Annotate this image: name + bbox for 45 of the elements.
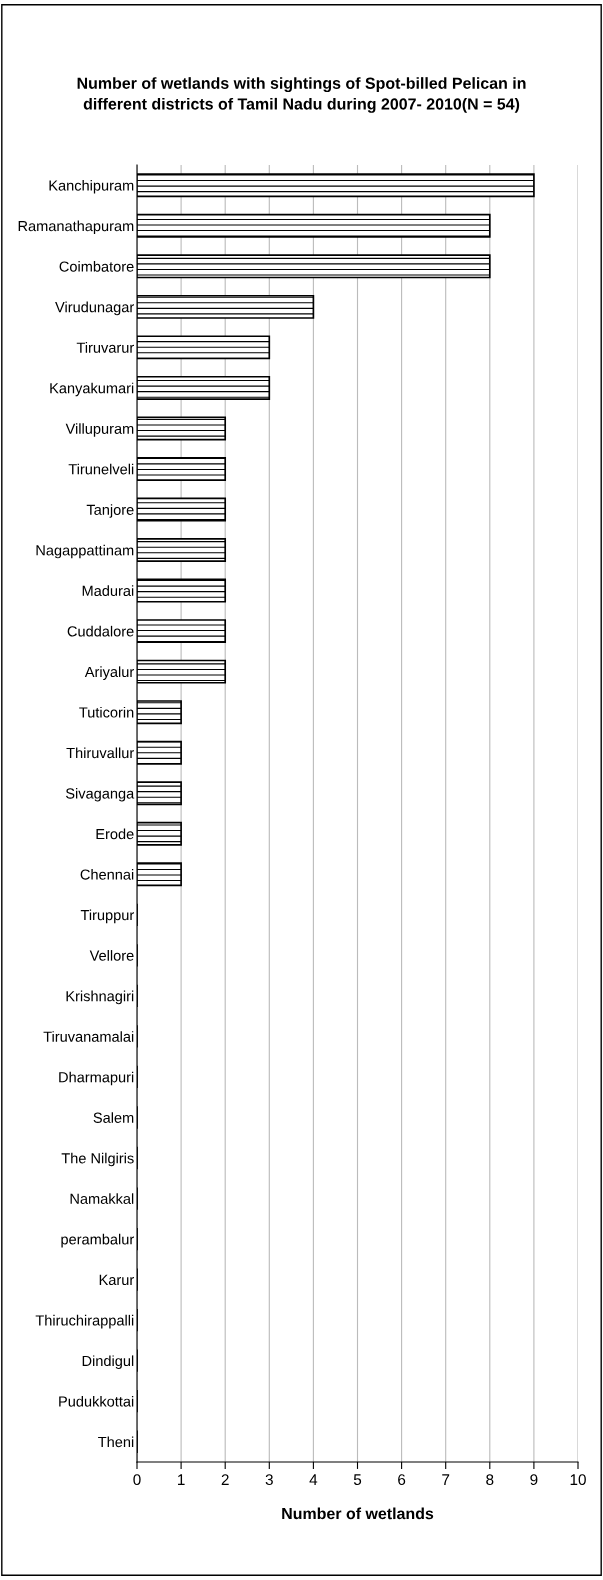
y-tick-label: Ariyalur (84, 666, 134, 680)
chart-title: Number of wetlands with sightings of Spot-billed Pelican in different districts of Tamil Nadu during 2007- 2010(N = 54) (77, 77, 526, 113)
y-tick-label: Namakkal (70, 1193, 134, 1204)
y-tick-label: Thiruvallur (66, 747, 134, 759)
y-tick-label: Kanyakumari (50, 382, 134, 397)
y-tick-label: Karur (99, 1274, 134, 1286)
y-tick-label: Theni (98, 1436, 134, 1448)
x-tick-label: 2 (221, 1474, 229, 1485)
x-tick-label: 7 (442, 1474, 450, 1485)
y-tick-label: Coimbatore (59, 261, 134, 272)
x-tick-label: 0 (133, 1474, 141, 1486)
y-tick-label: Krishnagiri (66, 990, 134, 1005)
y-tick-label: Salem (93, 1112, 134, 1123)
x-axis-title: Number of wetlands (282, 1507, 434, 1520)
y-tick-label: The Nilgiris (61, 1152, 134, 1167)
y-tick-label: Villupuram (65, 423, 134, 437)
y-tick-label: Tiruvanamalai (43, 1031, 134, 1042)
y-tick-label: Nagappattinam (36, 544, 134, 559)
x-tick-label: 8 (486, 1474, 494, 1486)
y-tick-label: Erode (96, 828, 134, 840)
y-tick-label: Virudunagar (55, 301, 134, 316)
y-tick-label: Tiruvarur (76, 342, 134, 353)
y-tick-label: Madurai (82, 585, 134, 597)
x-tick-label: 4 (309, 1474, 318, 1485)
x-tick-label: 3 (265, 1474, 273, 1486)
x-tick-label: 6 (398, 1474, 406, 1486)
y-tick-label: Tuticorin (79, 706, 134, 718)
y-tick-label: Tirunelveli (68, 463, 134, 475)
x-tick-label: 10 (570, 1474, 586, 1486)
x-tick-label: 1 (178, 1474, 185, 1485)
y-tick-label: Ramanathapuram (18, 220, 134, 235)
y-tick-label: Dharmapuri (59, 1071, 134, 1086)
y-tick-label: Kanchipuram (49, 179, 134, 194)
y-tick-label: Tanjore (86, 504, 134, 518)
y-tick-label: Cuddalore (67, 625, 134, 637)
y-tick-label: Chennai (80, 869, 134, 880)
y-tick-label: Pudukkottai (59, 1395, 134, 1407)
y-tick-label: perambalur (61, 1233, 134, 1248)
x-tick-label: 5 (353, 1474, 362, 1486)
y-tick-label: Vellore (89, 950, 134, 961)
y-tick-label: Thiruchirappalli (35, 1314, 134, 1329)
y-tick-label: Sivaganga (65, 787, 135, 802)
x-tick-label: 9 (530, 1474, 538, 1486)
y-tick-label: Dindigul (82, 1355, 134, 1369)
y-tick-label: Tiruppur (80, 909, 134, 924)
